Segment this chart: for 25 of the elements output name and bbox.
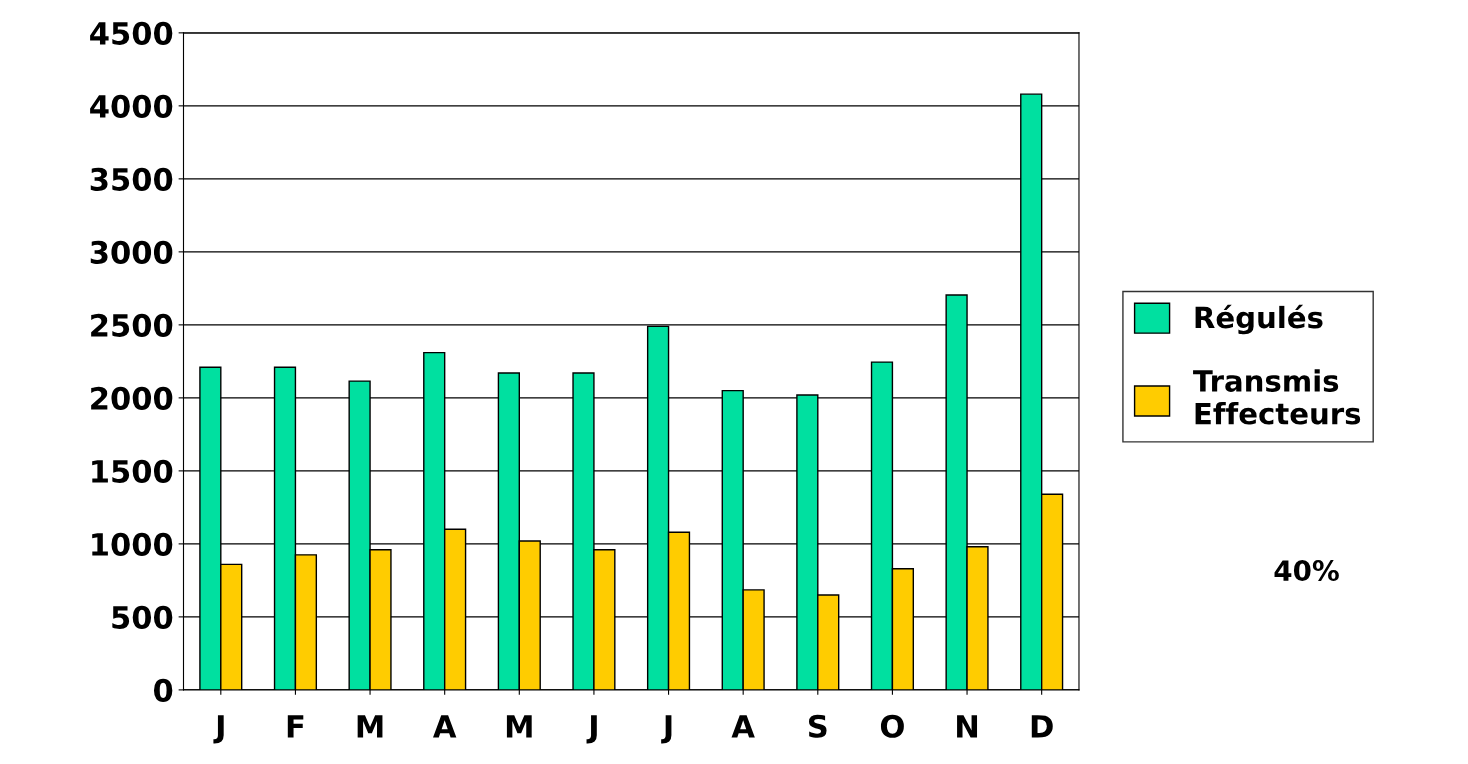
y-tick-label: 2500 <box>91 313 173 337</box>
x-tick-label: M <box>357 715 383 738</box>
legend-label: Transmis Effecteurs <box>1193 369 1361 425</box>
x-tick-label: S <box>808 714 827 738</box>
text: 40% <box>1274 560 1339 582</box>
x-tick-label: F <box>287 715 304 738</box>
y-tick-label: 2000 <box>91 386 173 410</box>
y-tick-label: 3000 <box>90 240 173 264</box>
x-tick-label: A <box>433 715 457 738</box>
y-tick-label: 3500 <box>90 167 173 191</box>
x-tick-label: M <box>506 715 532 738</box>
y-tick-label: 500 <box>112 605 173 629</box>
y-tick-label: 4000 <box>90 94 173 118</box>
y-tick-label: 0 <box>153 678 173 702</box>
x-tick-label: A <box>731 715 755 738</box>
x-tick-label: N <box>957 715 978 738</box>
x-tick-label: D <box>1031 715 1053 738</box>
x-tick-label: J <box>586 715 597 744</box>
legend-label: Régulés <box>1195 304 1323 335</box>
x-tick-label: O <box>880 714 904 738</box>
y-tick-label: 4500 <box>90 21 173 45</box>
x-tick-label: J <box>213 715 224 744</box>
x-tick-label: J <box>661 715 672 744</box>
y-tick-label: 1000 <box>92 532 173 556</box>
y-tick-label: 1500 <box>92 459 173 483</box>
